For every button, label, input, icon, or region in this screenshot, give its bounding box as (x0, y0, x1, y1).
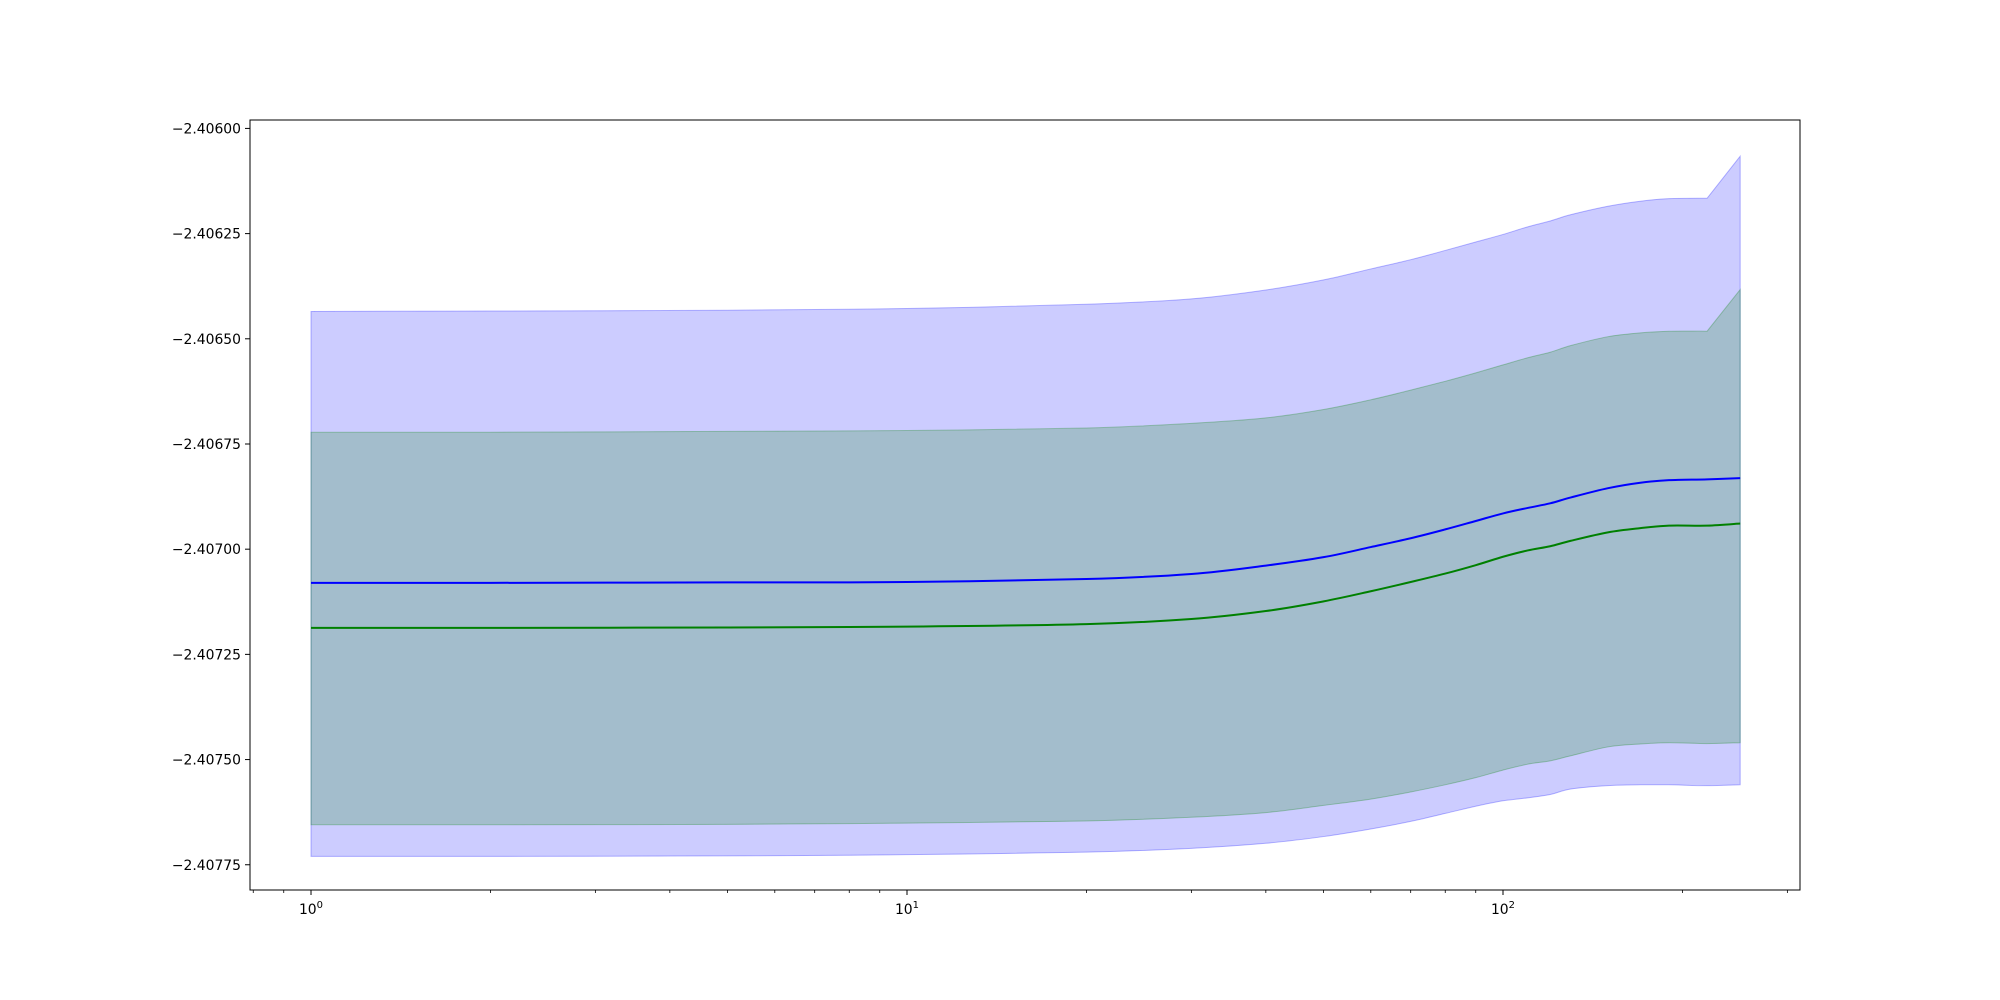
y-tick-label: −2.40600 (172, 121, 241, 137)
y-tick-label: −2.40675 (172, 437, 241, 453)
confidence-bands (310, 154, 1741, 857)
y-tick-label: −2.40625 (172, 227, 241, 243)
series-line-2 (311, 522, 1741, 629)
y-tick-label: −2.40725 (172, 647, 241, 663)
x-tick-label: 102 (1491, 900, 1515, 918)
y-axis: −2.40600 −2.40625 −2.40650 −2.40675 −2.40700… (172, 121, 250, 874)
series-line-1 (311, 477, 1741, 584)
x-tick-label: 101 (895, 900, 919, 918)
y-tick-label: −2.40750 (172, 753, 241, 769)
y-tick-label: −2.40775 (172, 858, 241, 874)
x-axis: 100 101 102 (252, 890, 1788, 918)
y-tick-label: −2.40650 (172, 332, 241, 348)
x-tick-label: 100 (299, 900, 323, 918)
plot-frame (249, 119, 1801, 891)
confidence-band-1 (310, 154, 1741, 857)
series-lines (311, 477, 1741, 629)
confidence-band-2 (310, 288, 1741, 826)
y-tick-label: −2.40700 (172, 542, 241, 558)
